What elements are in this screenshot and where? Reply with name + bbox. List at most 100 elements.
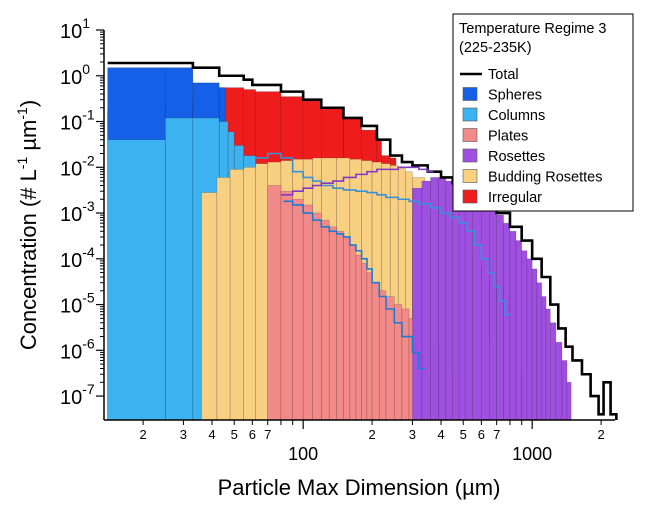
- legend-label-columns: Columns: [488, 108, 545, 124]
- y-tick-label-exp: -6: [82, 335, 95, 351]
- columns-bar: [164, 117, 194, 421]
- x-minor-tick-label: 3: [409, 427, 416, 442]
- rosettes-bar: [489, 209, 497, 421]
- y-tick-label-exp: -7: [82, 381, 95, 397]
- rosettes-bar: [421, 180, 431, 421]
- x-minor-tick-label: 2: [139, 427, 146, 442]
- plates-bar: [336, 230, 344, 421]
- y-tick-label: 10-3: [60, 198, 95, 226]
- x-minor-tick-label: 6: [478, 427, 485, 442]
- plates-bar: [349, 244, 357, 421]
- y-tick-label: 100: [60, 61, 90, 89]
- legend-swatch-columns: [462, 107, 478, 122]
- rosettes-bar: [496, 214, 504, 421]
- rosettes-bar: [452, 185, 460, 421]
- columns-bar: [107, 139, 166, 421]
- rosettes-bar: [515, 240, 522, 421]
- budding-rosettes-bar: [216, 177, 231, 421]
- y-axis-title-c: µm: [16, 120, 41, 157]
- x-minor-tick-label: 2: [368, 427, 375, 442]
- rosettes-bar: [481, 204, 490, 421]
- rosettes-bar: [566, 381, 572, 421]
- legend: Temperature Regime 3 (225-235K) Total Sph…: [452, 13, 634, 212]
- legend-label-budding-rosettes: Budding Rosettes: [488, 170, 602, 186]
- y-tick-label-exp: -5: [82, 290, 95, 306]
- y-tick-label-base: 10: [60, 113, 82, 135]
- rosettes-bar: [458, 190, 466, 421]
- rosettes-bar: [526, 258, 533, 421]
- y-tick-label-exp: -2: [82, 152, 95, 168]
- x-major-tick-label: 1000: [512, 444, 552, 464]
- legend-label-plates: Plates: [488, 129, 528, 145]
- x-minor-tick-label: 4: [437, 427, 444, 442]
- plates-bar: [267, 185, 282, 421]
- x-minor-tick-label: 5: [460, 427, 467, 442]
- legend-swatch-irregular: [462, 189, 478, 204]
- y-tick-label-base: 10: [60, 250, 82, 272]
- plates-bar: [343, 236, 351, 421]
- y-tick-label: 10-1: [60, 107, 95, 135]
- y-axis-title-a: Concentration (# L: [16, 169, 41, 350]
- y-tick-label-base: 10: [60, 67, 82, 89]
- y-axis-title-d: -1: [14, 107, 30, 120]
- x-minor-tick-label: 6: [249, 427, 256, 442]
- rosettes-bar: [536, 282, 542, 421]
- plates-bar: [366, 272, 373, 421]
- plates-bar: [302, 204, 313, 421]
- rosettes-bar: [561, 360, 568, 421]
- plates-outline-line: [283, 200, 425, 370]
- y-tick-label-base: 10: [60, 296, 82, 318]
- budding-rosettes-bar: [201, 192, 218, 421]
- plates-bar: [361, 262, 368, 421]
- x-major-tick-label: 100: [288, 444, 318, 464]
- rosettes-bar: [545, 308, 551, 421]
- rosettes-bar: [430, 177, 439, 421]
- rosettes-bar: [531, 268, 538, 421]
- plates-bar: [401, 308, 410, 421]
- x-minor-tick-label: 4: [208, 427, 215, 442]
- rosettes-bar: [521, 250, 528, 421]
- rosettes-bar: [412, 187, 423, 421]
- y-axis-title: Concentration (# L-1 µm-1): [14, 100, 41, 350]
- rosettes-bar: [464, 194, 474, 421]
- rosettes-bar: [555, 341, 563, 421]
- y-tick-label-base: 10: [60, 387, 82, 409]
- x-minor-tick-label: 2: [597, 427, 604, 442]
- plates-bar: [312, 212, 322, 421]
- legend-label-rosettes: Rosettes: [488, 149, 545, 165]
- legend-entries: Total Spheres Columns Plates Rosettes Budding…: [460, 67, 602, 206]
- x-minor-tick-label: 7: [264, 427, 271, 442]
- y-tick-label: 10-6: [60, 335, 95, 363]
- y-tick-label-exp: -4: [82, 244, 95, 260]
- plates-bar: [371, 282, 380, 421]
- legend-label-spheres: Spheres: [488, 88, 542, 104]
- legend-swatch-rosettes: [462, 148, 478, 163]
- plates-bar: [378, 290, 387, 421]
- y-tick-label-exp: -1: [82, 107, 95, 123]
- plates-bar: [292, 198, 304, 421]
- x-axis-title: Particle Max Dimension (µm): [218, 475, 501, 500]
- columns-outline-line: [255, 152, 511, 316]
- y-tick-label-base: 10: [60, 21, 82, 43]
- budding-rosettes-bar: [243, 166, 256, 421]
- y-tick-label-exp: 1: [82, 15, 90, 31]
- legend-swatch-plates: [462, 128, 478, 142]
- rosettes-outline-line: [280, 166, 434, 196]
- bars-layer: [107, 67, 572, 421]
- y-tick-label: 10-2: [60, 152, 95, 180]
- legend-label-irregular: Irregular: [488, 190, 542, 206]
- legend-box: [452, 13, 634, 212]
- rosettes-bar: [541, 296, 547, 421]
- rosettes-bar: [549, 322, 557, 421]
- rosettes-bar: [503, 222, 511, 421]
- y-tick-label-base: 10: [60, 204, 82, 226]
- plates-bar: [280, 190, 293, 421]
- y-tick-label-exp: -3: [82, 198, 95, 214]
- plates-bar: [328, 226, 337, 421]
- legend-label-total: Total: [488, 67, 519, 83]
- y-tick-label-base: 10: [60, 158, 82, 180]
- x-minor-tick-label: 3: [180, 427, 187, 442]
- x-minor-tick-label: 5: [231, 427, 238, 442]
